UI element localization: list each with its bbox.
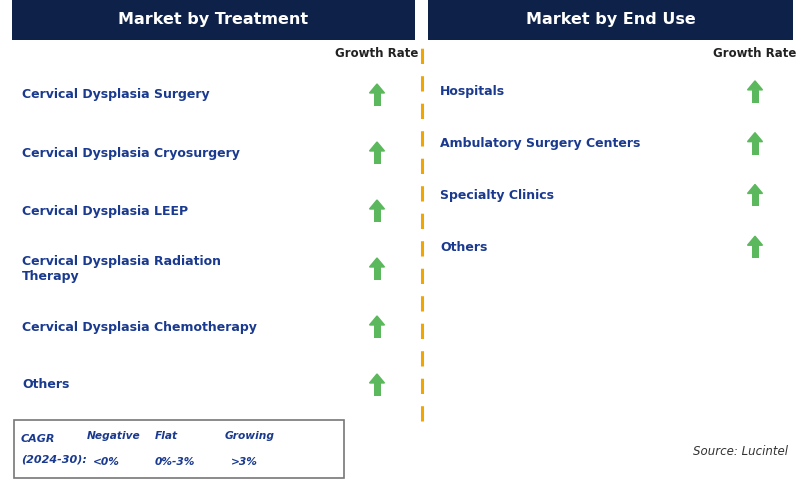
Text: Cervical Dysplasia LEEP: Cervical Dysplasia LEEP xyxy=(22,205,188,218)
Polygon shape xyxy=(747,81,763,90)
Text: Negative: Negative xyxy=(87,431,141,441)
Text: Market by Treatment: Market by Treatment xyxy=(119,13,309,28)
Text: Ambulatory Surgery Centers: Ambulatory Surgery Centers xyxy=(440,137,641,150)
Bar xyxy=(124,441,130,454)
Text: Cervical Dysplasia Radiation
Therapy: Cervical Dysplasia Radiation Therapy xyxy=(22,255,221,283)
Text: Cervical Dysplasia Chemotherapy: Cervical Dysplasia Chemotherapy xyxy=(22,320,257,333)
Bar xyxy=(751,90,759,103)
Text: <0%: <0% xyxy=(93,457,120,467)
Text: Growing: Growing xyxy=(225,431,275,441)
Polygon shape xyxy=(270,440,284,449)
Polygon shape xyxy=(369,142,385,151)
Bar xyxy=(373,325,381,338)
Text: Source: Lucintel: Source: Lucintel xyxy=(693,445,788,458)
Polygon shape xyxy=(747,236,763,245)
Text: Others: Others xyxy=(440,241,487,254)
Polygon shape xyxy=(369,258,385,267)
Text: Specialty Clinics: Specialty Clinics xyxy=(440,189,554,202)
Text: Cervical Dysplasia Surgery: Cervical Dysplasia Surgery xyxy=(22,88,209,102)
Polygon shape xyxy=(120,454,134,462)
Bar xyxy=(428,0,793,40)
FancyBboxPatch shape xyxy=(14,420,344,478)
Text: Growth Rate: Growth Rate xyxy=(713,48,797,60)
Text: 0%-3%: 0%-3% xyxy=(155,457,196,467)
Polygon shape xyxy=(369,316,385,325)
Text: Hospitals: Hospitals xyxy=(440,86,505,98)
Polygon shape xyxy=(369,200,385,209)
Bar xyxy=(373,209,381,222)
Bar xyxy=(751,245,759,258)
Polygon shape xyxy=(747,133,763,142)
Text: Market by End Use: Market by End Use xyxy=(526,13,696,28)
Bar xyxy=(373,267,381,280)
Polygon shape xyxy=(369,374,385,383)
Polygon shape xyxy=(369,84,385,93)
Text: CAGR: CAGR xyxy=(21,434,56,444)
Bar xyxy=(183,446,197,455)
Text: Growth Rate: Growth Rate xyxy=(335,48,419,60)
Text: Others: Others xyxy=(22,379,69,392)
Bar xyxy=(12,0,415,40)
Bar xyxy=(751,193,759,207)
Bar xyxy=(751,142,759,155)
Polygon shape xyxy=(747,185,763,193)
Bar xyxy=(274,449,280,461)
Polygon shape xyxy=(197,443,208,459)
Text: Cervical Dysplasia Cryosurgery: Cervical Dysplasia Cryosurgery xyxy=(22,146,240,159)
Text: (2024-30):: (2024-30): xyxy=(21,454,87,465)
Bar xyxy=(373,93,381,106)
Bar xyxy=(373,151,381,164)
Text: Flat: Flat xyxy=(155,431,178,441)
Bar xyxy=(373,383,381,396)
Text: >3%: >3% xyxy=(231,457,258,467)
